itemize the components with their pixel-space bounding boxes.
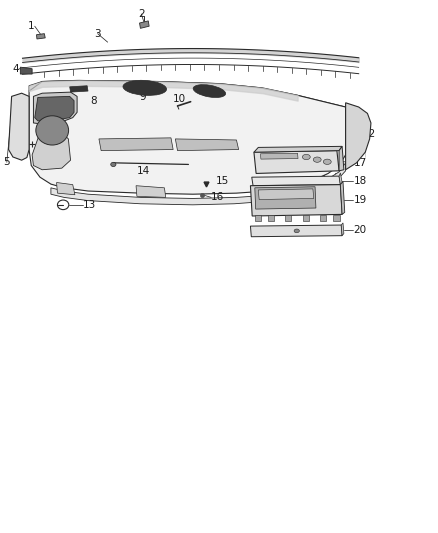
Text: 6: 6 xyxy=(15,133,21,143)
Text: 17: 17 xyxy=(353,158,367,168)
Ellipse shape xyxy=(123,80,166,95)
Ellipse shape xyxy=(193,85,226,98)
Ellipse shape xyxy=(111,163,116,166)
Polygon shape xyxy=(339,147,344,171)
Polygon shape xyxy=(346,103,371,169)
Polygon shape xyxy=(33,92,77,124)
Polygon shape xyxy=(303,215,309,221)
Polygon shape xyxy=(57,182,75,195)
Polygon shape xyxy=(333,215,339,221)
Polygon shape xyxy=(255,215,261,221)
Ellipse shape xyxy=(323,159,331,165)
Polygon shape xyxy=(140,21,149,28)
Text: 15: 15 xyxy=(215,176,229,187)
Text: 12: 12 xyxy=(363,128,376,139)
Polygon shape xyxy=(252,176,340,185)
Ellipse shape xyxy=(36,116,69,145)
Text: 13: 13 xyxy=(83,200,96,210)
Polygon shape xyxy=(70,86,88,92)
Text: 1: 1 xyxy=(28,21,35,31)
Text: 9: 9 xyxy=(139,92,146,102)
Polygon shape xyxy=(29,80,346,112)
Polygon shape xyxy=(254,147,342,152)
Polygon shape xyxy=(136,185,166,197)
Polygon shape xyxy=(175,139,239,151)
Ellipse shape xyxy=(294,229,299,233)
Polygon shape xyxy=(340,181,345,214)
Ellipse shape xyxy=(313,157,321,163)
Polygon shape xyxy=(251,184,342,216)
Text: 18: 18 xyxy=(353,176,367,187)
Text: 8: 8 xyxy=(90,95,96,106)
Polygon shape xyxy=(251,225,342,237)
Polygon shape xyxy=(339,173,342,184)
Text: 7: 7 xyxy=(62,98,69,108)
Text: 20: 20 xyxy=(353,225,367,236)
Text: 4: 4 xyxy=(12,64,19,74)
Polygon shape xyxy=(286,215,291,221)
Polygon shape xyxy=(20,67,32,74)
Polygon shape xyxy=(258,189,314,199)
Polygon shape xyxy=(99,138,173,151)
Polygon shape xyxy=(9,93,29,160)
Text: 3: 3 xyxy=(94,29,101,39)
Polygon shape xyxy=(261,154,298,159)
Polygon shape xyxy=(51,163,346,205)
Text: 19: 19 xyxy=(353,195,367,205)
Text: 5: 5 xyxy=(4,157,10,167)
Polygon shape xyxy=(255,187,316,209)
Polygon shape xyxy=(254,151,339,173)
Text: 16: 16 xyxy=(211,192,224,203)
Polygon shape xyxy=(268,215,274,221)
Text: 10: 10 xyxy=(173,93,186,103)
Polygon shape xyxy=(32,131,71,169)
Text: 14: 14 xyxy=(136,166,150,176)
Polygon shape xyxy=(341,223,344,236)
Polygon shape xyxy=(320,215,326,221)
Ellipse shape xyxy=(302,155,310,160)
Text: 2: 2 xyxy=(138,9,145,19)
Polygon shape xyxy=(29,80,346,194)
Polygon shape xyxy=(36,34,45,39)
Polygon shape xyxy=(35,96,74,121)
Text: 11: 11 xyxy=(201,88,215,98)
